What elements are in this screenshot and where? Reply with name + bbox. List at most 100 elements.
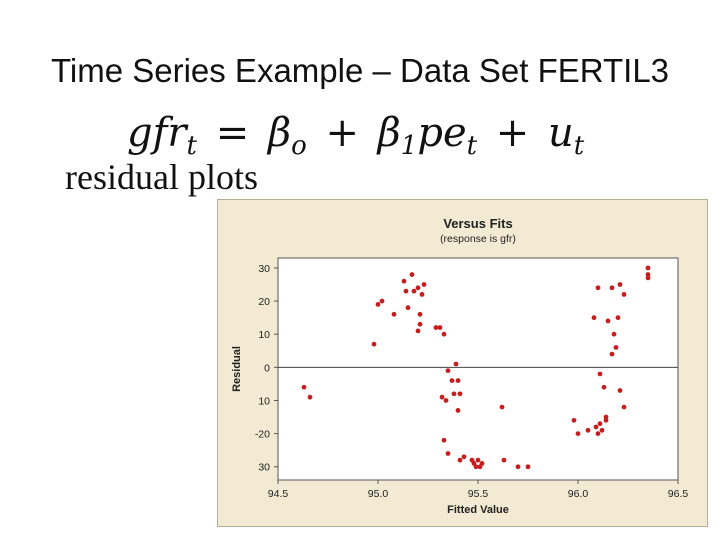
x-tick-label: 96.0: [568, 488, 589, 500]
formula-error-sub: t: [573, 131, 585, 161]
data-point: [609, 351, 615, 357]
y-tick-label: 10: [258, 395, 270, 407]
formula-lhs-sub: t: [186, 131, 197, 161]
data-point: [571, 417, 577, 423]
data-point: [451, 391, 457, 397]
data-point: [617, 282, 623, 287]
data-point: [617, 388, 623, 393]
data-point: [585, 427, 591, 433]
data-point: [455, 378, 461, 383]
data-point: [621, 292, 627, 297]
data-point: [615, 315, 621, 321]
y-tick-label: 10: [258, 329, 270, 341]
formula-lhs: gfr: [127, 110, 187, 156]
residual-plots-heading: residual plots: [65, 157, 258, 197]
data-point: [443, 398, 449, 403]
data-point: [613, 345, 619, 350]
plot-area: [277, 257, 679, 481]
formula-regressor-sub: t: [466, 131, 478, 161]
data-point: [595, 285, 601, 291]
x-tick-label: 95.0: [368, 488, 389, 500]
y-axis-label: Residual: [231, 346, 243, 392]
data-point: [417, 321, 423, 327]
data-point: [375, 301, 381, 307]
data-point: [645, 272, 651, 277]
data-point: [391, 311, 397, 317]
data-point: [475, 457, 481, 463]
data-point: [453, 361, 459, 367]
data-point: [595, 431, 601, 437]
data-point: [479, 461, 485, 466]
data-point: [457, 391, 463, 397]
data-point: [421, 282, 427, 287]
formula-error: u: [548, 110, 574, 156]
data-point: [439, 394, 445, 400]
y-axis: 30 20 10 0 10 -20 30: [255, 263, 278, 474]
data-point: [605, 318, 611, 324]
chart-title: Versus Fits: [443, 216, 512, 231]
formula-regressor: pe: [417, 110, 467, 156]
data-point: [473, 464, 479, 470]
data-point: [597, 421, 603, 427]
data-point: [499, 404, 505, 410]
data-point: [445, 451, 451, 456]
chart-subtitle: (response is gfr): [440, 233, 516, 245]
data-point: [621, 404, 627, 410]
data-point: [611, 331, 617, 337]
x-tick-label: 94.5: [268, 488, 289, 500]
data-point: [457, 457, 463, 463]
data-point: [455, 408, 461, 413]
data-point: [601, 384, 607, 390]
slide-title: Time Series Example – Data Set FERTIL3: [50, 52, 670, 89]
formula-plus-1: +: [325, 110, 359, 156]
data-point: [591, 315, 597, 321]
y-tick-label: 0: [264, 362, 270, 374]
data-point: [415, 328, 421, 334]
data-point: [461, 454, 467, 460]
data-point: [419, 292, 425, 297]
residual-scatter-chart: Versus Fits (response is gfr) 94.5 95.0 95…: [231, 216, 689, 516]
formula-beta1-sub: 1: [400, 131, 418, 161]
y-tick-label: -20: [255, 429, 270, 441]
regression-formula: gfrt = βo + β1pet + ut: [127, 110, 584, 161]
data-point: [405, 305, 411, 311]
data-point: [609, 285, 615, 291]
data-point: [379, 298, 385, 304]
data-point: [403, 288, 409, 294]
data-point: [433, 325, 439, 330]
data-point: [645, 275, 651, 281]
data-point: [415, 285, 421, 291]
data-point: [449, 378, 455, 383]
data-point: [307, 394, 313, 400]
residual-chart-panel: Versus Fits (response is gfr) 94.5 95.0 95…: [217, 199, 708, 527]
data-point: [599, 427, 605, 433]
data-point: [441, 331, 447, 337]
formula-beta0-sub: o: [291, 131, 307, 161]
formula-plus-2: +: [495, 110, 530, 156]
data-point: [445, 368, 451, 374]
data-point: [593, 424, 599, 430]
data-point: [597, 371, 603, 377]
data-point: [515, 464, 521, 470]
data-point: [409, 272, 415, 277]
data-point: [501, 457, 507, 463]
x-axis: 94.5 95.0 95.5 96.0 96.5: [268, 480, 689, 500]
formula-beta1: β: [377, 110, 401, 156]
y-tick-label: 30: [258, 462, 270, 474]
y-tick-label: 20: [258, 296, 270, 308]
data-point: [411, 288, 417, 294]
data-point: [603, 417, 609, 423]
data-point: [645, 265, 651, 271]
formula-equals: =: [215, 110, 250, 156]
x-axis-label: Fitted Value: [447, 504, 509, 516]
data-points: [301, 265, 651, 470]
data-point: [437, 325, 443, 330]
data-point: [525, 464, 531, 470]
x-tick-label: 96.5: [668, 488, 689, 500]
data-point: [301, 384, 307, 390]
x-tick-label: 95.5: [468, 488, 489, 500]
data-point: [417, 311, 423, 317]
y-tick-label: 30: [258, 263, 270, 275]
data-point: [575, 431, 581, 437]
data-point: [441, 437, 447, 443]
